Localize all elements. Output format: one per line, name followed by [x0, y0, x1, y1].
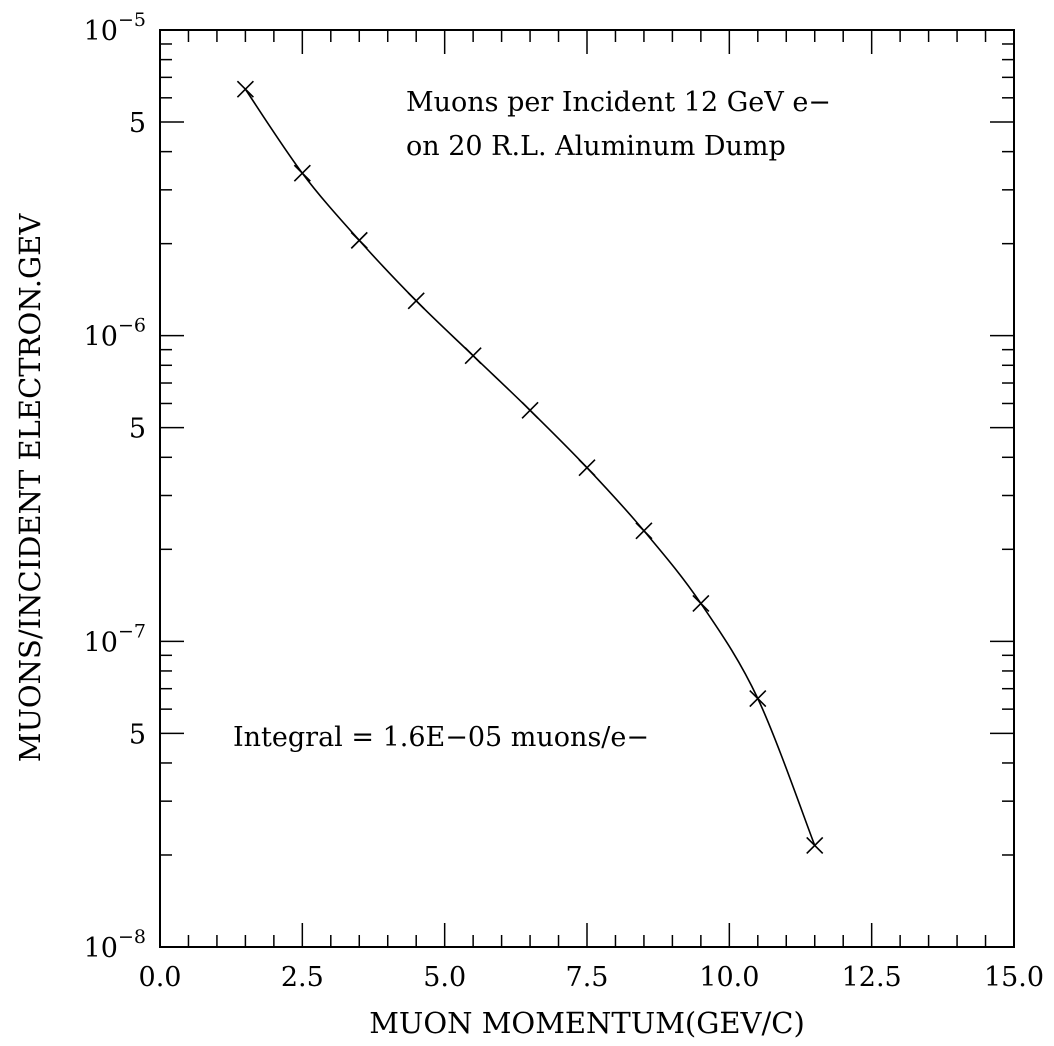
- y-tick-label: 5: [129, 108, 146, 139]
- series-markers: [236, 80, 824, 854]
- marker-stroke: [578, 459, 596, 477]
- plot-frame: [159, 29, 1015, 948]
- y-tick-label: 10−7: [84, 620, 146, 658]
- x-tick-label: 7.5: [566, 962, 609, 993]
- marker-stroke: [806, 836, 824, 854]
- marker-stroke: [464, 347, 482, 365]
- marker-stroke: [350, 231, 368, 249]
- y-tick-label: 10−8: [84, 926, 146, 964]
- x-tick-label: 5.0: [423, 962, 466, 993]
- y-tick-label: 10−5: [84, 9, 146, 47]
- x-tick-label: 0.0: [139, 962, 182, 993]
- y-tick-labels: 10−5 5 10−6 5 10−7 5 10−8: [84, 9, 146, 964]
- data-point-marker: [521, 401, 539, 419]
- marker-stroke: [236, 80, 254, 98]
- data-point-marker: [236, 80, 254, 98]
- marker-stroke: [293, 164, 311, 182]
- y-axis-title: MUONS/INCIDENT ELECTRON.GEV: [13, 213, 47, 763]
- data-point-marker: [578, 459, 596, 477]
- data-point-marker: [806, 836, 824, 854]
- marker-stroke: [521, 401, 539, 419]
- y-tick-label: 10−6: [84, 315, 146, 353]
- data-point-marker: [692, 594, 710, 613]
- annotation-line-2: on 20 R.L. Aluminum Dump: [406, 131, 786, 162]
- marker-stroke: [407, 292, 425, 310]
- x-tick-labels: 0.0 2.5 5.0 7.5 10.0 12.5 15.0: [139, 962, 1045, 993]
- x-tick-label: 2.5: [281, 962, 324, 993]
- data-point-marker: [293, 164, 311, 182]
- data-point-marker: [350, 231, 368, 249]
- y-tick-label: 5: [129, 719, 146, 750]
- x-tick-label: 10.0: [699, 962, 759, 993]
- marker-stroke: [692, 594, 710, 613]
- axis-ticks: [159, 29, 1015, 948]
- x-tick-label: 15.0: [984, 962, 1044, 993]
- annotation-integral: Integral = 1.6E−05 muons/e−: [233, 722, 649, 753]
- y-tick-label: 5: [129, 414, 146, 445]
- data-point-marker: [749, 689, 767, 708]
- data-point-marker: [635, 522, 653, 540]
- marker-stroke: [749, 689, 767, 708]
- x-tick-label: 12.5: [842, 962, 902, 993]
- annotation-line-1: Muons per Incident 12 GeV e−: [406, 87, 831, 118]
- data-point-marker: [407, 292, 425, 310]
- x-axis-title: MUON MOMENTUM(GEV/C): [369, 1006, 805, 1040]
- data-point-marker: [464, 347, 482, 365]
- marker-stroke: [635, 522, 653, 540]
